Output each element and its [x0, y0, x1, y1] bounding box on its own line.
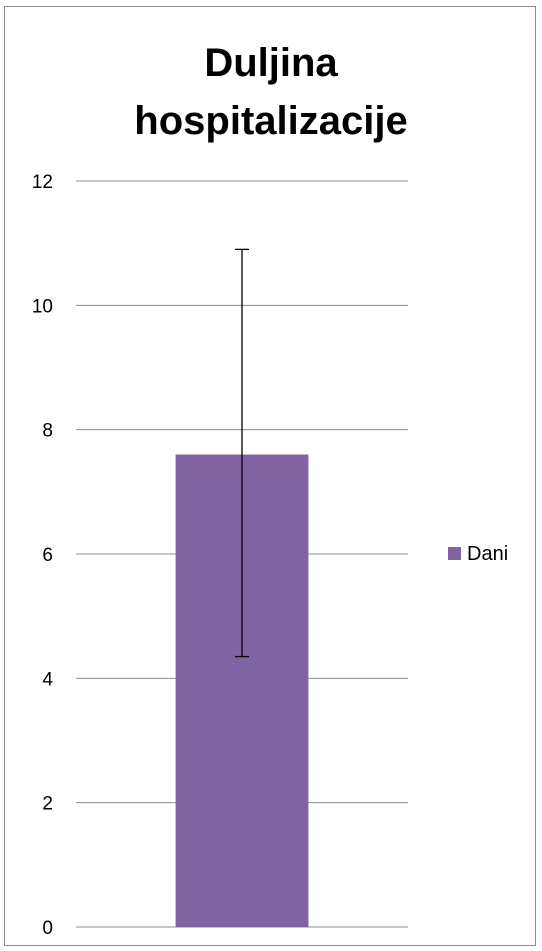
legend-label: Dani	[467, 543, 508, 565]
error-bars	[235, 248, 249, 658]
y-tick-label: 2	[42, 794, 53, 815]
y-axis-tick-labels: 0 2 4 6 8 10 12	[32, 172, 54, 939]
y-tick-label: 10	[32, 296, 53, 317]
y-tick-label: 12	[32, 172, 53, 193]
legend-swatch	[448, 547, 461, 560]
y-tick-label: 6	[42, 545, 53, 566]
chart-title: Duljina hospitalizacije	[134, 41, 408, 143]
y-tick-label: 8	[42, 421, 53, 442]
y-tick-label: 4	[42, 669, 53, 690]
legend: Dani	[448, 543, 508, 565]
y-tick-label: 0	[42, 918, 53, 939]
